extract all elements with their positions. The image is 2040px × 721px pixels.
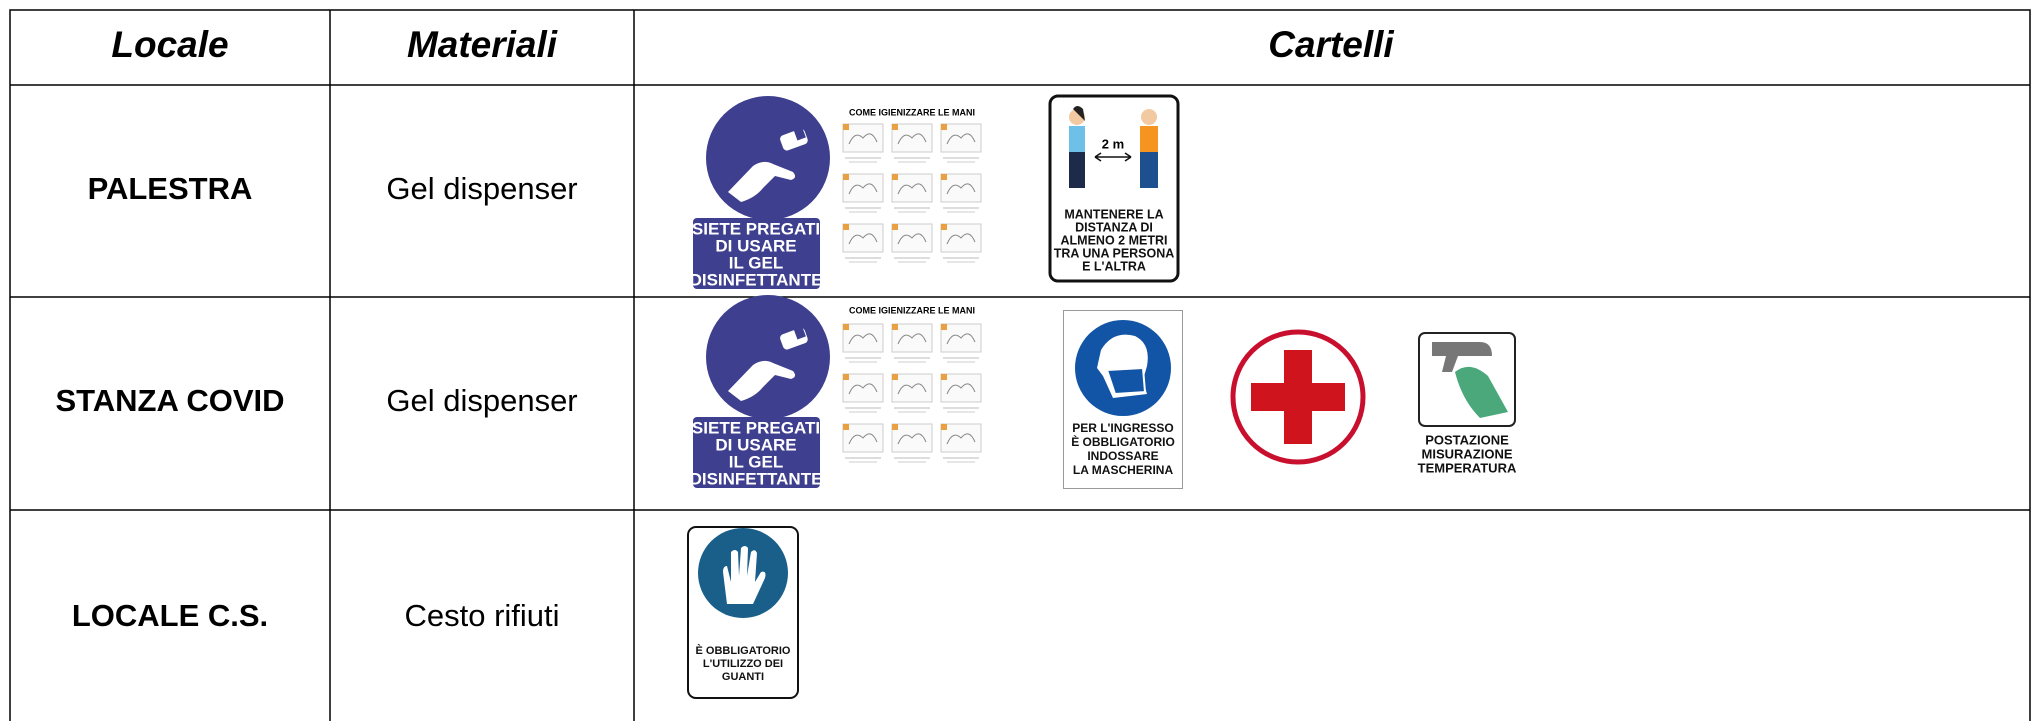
sign-text: PER L'INGRESSO <box>1072 421 1174 435</box>
sign-text: E L'ALTRA <box>1082 259 1146 273</box>
materiali-cell: Gel dispenser <box>386 383 577 418</box>
sign-text: L'UTILIZZO DEI <box>703 658 783 670</box>
sign-text: IL GEL <box>729 452 783 471</box>
gel-sign: SIETE PREGATI DI USARE IL GEL DISINFETTA… <box>690 96 830 289</box>
header-cell: Cartelli <box>1268 24 1394 65</box>
temperature-sign: POSTAZIONE MISURAZIONE TEMPERATURA <box>1418 332 1517 475</box>
header-cell: Locale <box>111 24 228 65</box>
gloves-sign: È OBBLIGATORIO L'UTILIZZO DEI GUANTI <box>687 526 799 699</box>
distance-sign: 2 m MANTENERE LA DISTANZA DI ALMENO 2 ME… <box>1048 94 1180 283</box>
sign-text: IL GEL <box>729 253 783 272</box>
sign-text: SIETE PREGATI <box>692 219 820 238</box>
sign-text: TRA UNA PERSONA <box>1054 246 1175 260</box>
sign-text: GUANTI <box>722 671 764 683</box>
sign-text: DISINFETTANTE <box>690 270 823 289</box>
sign-text: MISURAZIONE <box>1422 446 1513 461</box>
locale-cell: STANZA COVID <box>55 383 284 418</box>
gel-sign: SIETE PREGATI DI USARE IL GEL DISINFETTA… <box>690 295 830 488</box>
mask-sign: PER L'INGRESSO È OBBLIGATORIO INDOSSARE … <box>1063 310 1183 489</box>
sign-text: SIETE PREGATI <box>692 418 820 437</box>
first-aid-sign <box>1230 329 1366 465</box>
sign-text: DI USARE <box>715 236 796 255</box>
sign-text: POSTAZIONE <box>1425 432 1509 447</box>
sign-text: ALMENO 2 METRI <box>1061 233 1168 247</box>
locale-cell: LOCALE C.S. <box>72 598 268 633</box>
materiali-cell: Gel dispenser <box>386 171 577 206</box>
sign-text: LA MASCHERINA <box>1073 463 1174 477</box>
sign-text: È OBBLIGATORIO <box>696 644 791 657</box>
sign-text: INDOSSARE <box>1087 449 1158 463</box>
header-cell: Materiali <box>407 24 558 65</box>
sign-text: 2 m <box>1102 136 1124 151</box>
sign-title: COME IGIENIZZARE LE MANI <box>849 305 975 315</box>
sign-text: TEMPERATURA <box>1418 460 1517 475</box>
locale-cell: PALESTRA <box>88 171 253 206</box>
sign-text: MANTENERE LA <box>1064 207 1163 221</box>
handwash-sign: COME IGIENIZZARE LE MANI <box>843 107 981 262</box>
sign-text: DI USARE <box>715 435 796 454</box>
materiali-cell: Cesto rifiuti <box>404 598 559 633</box>
sign-text: DISINFETTANTE <box>690 469 823 488</box>
sign-text: DISTANZA DI <box>1075 220 1153 234</box>
sign-text: È OBBLIGATORIO <box>1071 434 1175 449</box>
handwash-sign: COME IGIENIZZARE LE MANI <box>843 305 981 462</box>
sign-title: COME IGIENIZZARE LE MANI <box>849 107 975 117</box>
table-borders <box>9 9 2031 721</box>
